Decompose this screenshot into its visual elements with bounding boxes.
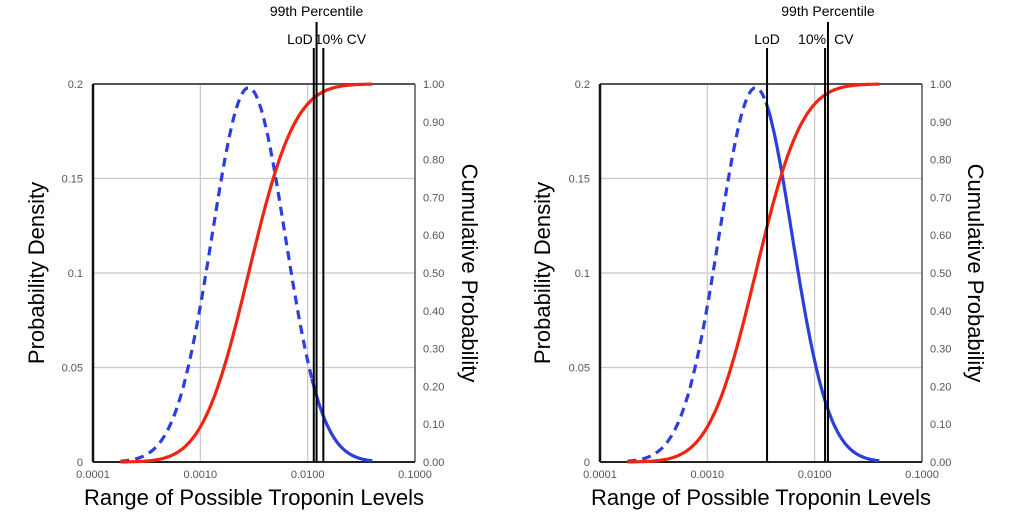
y2-tick-label: 0.30 [930,344,951,356]
x-tick-label: 0.0010 [184,469,218,481]
y2-tick-label: 0.20 [930,381,951,393]
reference-label: 10% [798,31,826,47]
cumulative-curve [627,82,880,464]
reference-label: CV [834,31,854,47]
x-tick-label: 0.0001 [583,469,617,481]
y-tick-label: 0 [584,457,590,469]
reference-label: 10% CV [315,31,367,47]
y-axis-title: Probability Density [530,182,555,364]
x-axis-title: Range of Possible Troponin Levels [591,485,931,510]
y-tick-label: 0.15 [62,174,83,186]
y2-tick-label: 0.70 [423,192,444,204]
y2-axis-title: Cumulative Probability [457,164,482,383]
y2-tick-label: 0.60 [423,230,444,242]
y2-axis-title: Cumulative Probability [963,164,988,383]
reference-label: LoD [754,31,780,47]
y-tick-label: 0.1 [575,268,590,280]
x-axis-title: Range of Possible Troponin Levels [84,485,424,510]
reference-label: LoD [287,31,313,47]
density-curve-dashed [120,86,315,463]
y2-tick-label: 1.00 [930,79,951,91]
y2-tick-label: 0.90 [930,117,951,129]
y2-tick-label: 0.30 [423,344,444,356]
y-tick-label: 0.05 [569,363,590,375]
y2-tick-label: 1.00 [423,79,444,91]
y2-tick-label: 0.10 [423,419,444,431]
x-tick-label: 0.1000 [398,469,432,481]
reference-label: 99th Percentile [270,3,364,19]
reference-label: 99th Percentile [781,3,875,19]
y-tick-label: 0.2 [575,79,590,91]
density-curve-dashed [627,86,768,463]
right-panel: 0.0001 0.0010 0.0100 0.100000.050.10.150.20… [530,3,988,510]
y-axis-title: Probability Density [24,182,49,364]
density-curve-solid [310,378,373,463]
y-tick-label: 0.15 [569,174,590,186]
x-tick-label: 0.0100 [291,469,325,481]
y-tick-label: 0.2 [68,79,83,91]
y2-tick-label: 0.90 [423,117,444,129]
x-tick-label: 0.0100 [798,469,832,481]
y2-tick-label: 0.50 [423,268,444,280]
y2-tick-label: 0.50 [930,268,951,280]
x-tick-label: 0.0001 [76,469,110,481]
y2-tick-label: 0.70 [930,192,951,204]
y2-tick-label: 0.00 [930,457,951,469]
y2-tick-label: 0.80 [423,155,444,167]
y2-tick-label: 0.60 [930,230,951,242]
y-tick-label: 0.05 [62,363,83,375]
y2-tick-label: 0.80 [930,155,951,167]
x-tick-label: 0.1000 [905,469,939,481]
y2-tick-label: 0.40 [930,306,951,318]
y2-tick-label: 0.20 [423,381,444,393]
cumulative-curve [120,82,373,464]
density-curve-solid [764,101,880,463]
y-tick-label: 0 [77,457,83,469]
left-panel: 0.0001 0.0010 0.0100 0.100000.050.10.150.20… [24,3,482,510]
y2-tick-label: 0.10 [930,419,951,431]
y2-tick-label: 0.40 [423,306,444,318]
x-tick-label: 0.0010 [691,469,725,481]
y-tick-label: 0.1 [68,268,83,280]
y2-tick-label: 0.00 [423,457,444,469]
